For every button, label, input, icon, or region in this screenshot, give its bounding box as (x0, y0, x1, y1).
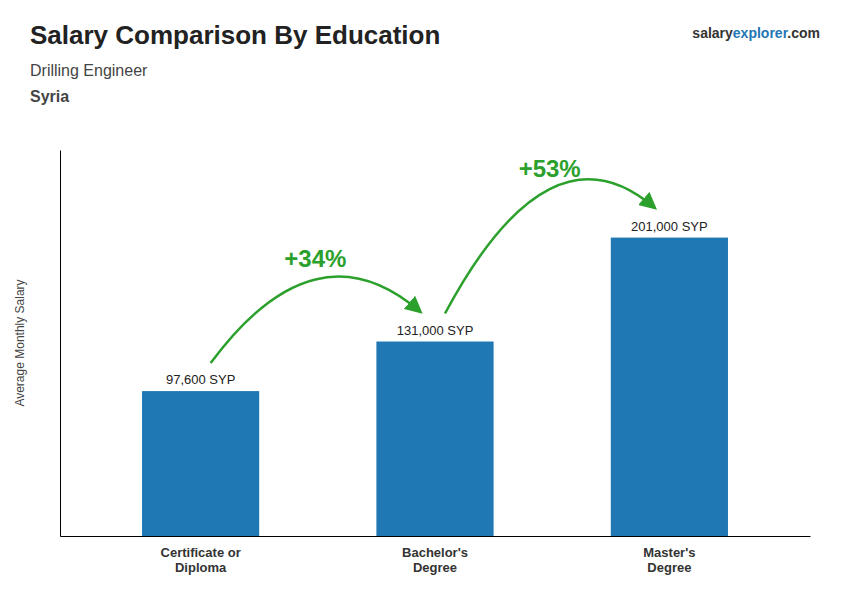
growth-label: +53% (519, 155, 581, 182)
annotations: +34% +53% (211, 155, 655, 363)
y-axis-title: Average Monthly Salary (13, 279, 27, 406)
growth-label: +34% (284, 245, 346, 272)
x-tick-label: Bachelor'sDegree (402, 545, 468, 575)
title: Salary Comparison By Education (30, 20, 440, 50)
data-label: 131,000 SYP (397, 323, 474, 338)
x-tick-label-line: Degree (647, 560, 691, 575)
brand-part: .com (787, 25, 820, 41)
brand-part: salary (692, 25, 733, 41)
bar (376, 342, 493, 536)
y-axis (60, 151, 61, 537)
brand-part: explorer (733, 25, 789, 41)
x-tick-label: Certificate orDiploma (161, 545, 241, 575)
x-axis-line (61, 536, 811, 537)
x-tick: Certificate orDiploma (161, 545, 241, 575)
data-labels: 97,600 SYP 131,000 SYP 201,000 SYP (166, 219, 708, 388)
plot: Certificate orDiplomaBachelor'sDegreeMas… (61, 151, 811, 576)
chart: Salary Comparison By Education Drilling E… (0, 0, 850, 606)
x-axis: Certificate orDiplomaBachelor'sDegreeMas… (61, 537, 811, 576)
x-tick-label-line: Master's (643, 545, 695, 560)
growth-arrow (445, 179, 654, 313)
subtitle: Drilling Engineer (30, 62, 148, 79)
data-label: 97,600 SYP (166, 372, 235, 387)
bar (142, 391, 259, 536)
x-tick-label: Master'sDegree (643, 545, 695, 575)
data-label: 201,000 SYP (631, 219, 708, 234)
country: Syria (30, 88, 69, 105)
x-tick: Bachelor'sDegree (402, 545, 468, 575)
x-tick: Master'sDegree (643, 545, 695, 575)
bars (142, 238, 728, 536)
x-tick-label-line: Bachelor's (402, 545, 468, 560)
brand: salaryexplorer.com (692, 25, 820, 41)
x-tick-label-line: Certificate or (161, 545, 241, 560)
x-tick-label-line: Degree (413, 560, 457, 575)
bar (611, 238, 728, 536)
growth-arrow (211, 277, 420, 364)
x-tick-label-line: Diploma (175, 560, 227, 575)
y-axis-line (60, 151, 61, 537)
